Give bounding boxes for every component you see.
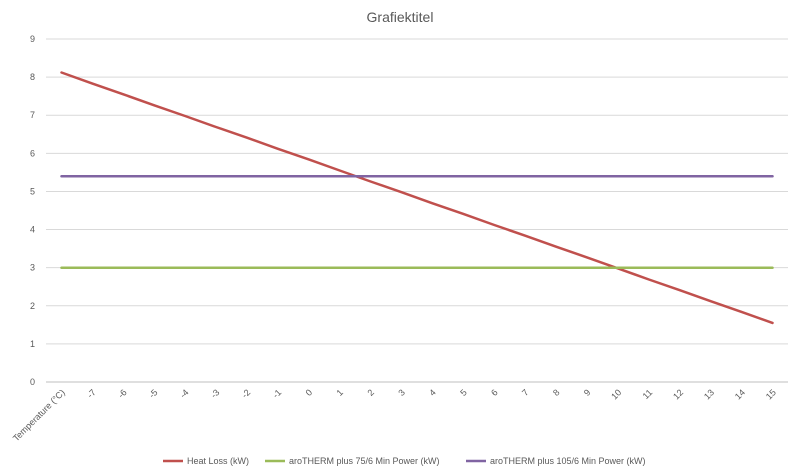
series-line-1 [60, 71, 774, 325]
y-tick-label: 0 [30, 377, 35, 387]
y-tick-label: 3 [30, 263, 35, 273]
x-tick-label: 9 [582, 387, 593, 398]
y-tick-label: 8 [30, 72, 35, 82]
x-tick-label: 8 [551, 387, 562, 398]
chart-title: Grafiektitel [367, 9, 434, 25]
y-tick-label: 5 [30, 186, 35, 196]
y-axis-ticks: 0 1 2 3 4 5 6 7 8 9 [30, 34, 35, 387]
x-tick-label: 6 [489, 387, 500, 398]
x-tick-label: 7 [520, 387, 531, 398]
y-tick-label: 4 [30, 225, 35, 235]
x-tick-label: 3 [396, 387, 407, 398]
y-tick-label: 7 [30, 110, 35, 120]
y-tick-label: 9 [30, 34, 35, 44]
legend: Heat Loss (kW) aroTHERM plus 75/6 Min Pow… [163, 456, 646, 466]
x-tick-label: 4 [427, 387, 438, 398]
y-tick-label: 1 [30, 339, 35, 349]
x-tick-label: 1 [335, 387, 346, 398]
y-tick-label: 6 [30, 148, 35, 158]
x-tick-label: 5 [458, 387, 469, 398]
legend-label-2: aroTHERM plus 75/6 Min Power (kW) [289, 456, 440, 466]
legend-label-3: aroTHERM plus 105/6 Min Power (kW) [490, 456, 646, 466]
legend-label-1: Heat Loss (kW) [187, 456, 249, 466]
x-tick-label: 2 [365, 387, 376, 398]
series-lines [60, 71, 774, 325]
x-tick-label: 0 [304, 387, 315, 398]
y-tick-label: 2 [30, 301, 35, 311]
